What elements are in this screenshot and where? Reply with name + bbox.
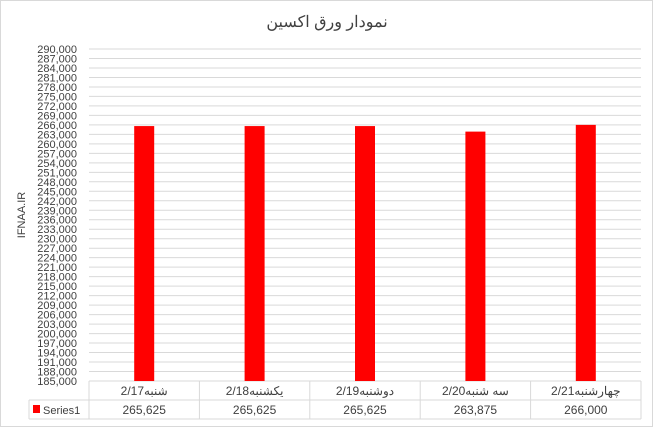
data-label: 265,625 (343, 403, 387, 417)
y-tick-label: 224,000 (37, 253, 77, 265)
bar (465, 131, 486, 381)
y-tick-label: 254,000 (37, 158, 77, 170)
x-tick-label: 2/21چهارشنبه (551, 384, 621, 398)
x-tick-label: 2/18یکشنبه (226, 384, 284, 398)
y-tick-label: 245,000 (37, 186, 77, 198)
legend-swatch (33, 405, 40, 413)
y-tick-label: 230,000 (37, 234, 77, 246)
y-tick-label: 233,000 (37, 224, 77, 236)
y-tick-label: 188,000 (37, 367, 77, 379)
y-tick-label: 227,000 (37, 243, 77, 255)
data-label: 265,625 (123, 403, 167, 417)
y-tick-label: 290,000 (37, 44, 77, 56)
y-tick-label: 194,000 (37, 348, 77, 360)
y-tick-label: 266,000 (37, 120, 77, 132)
bar (134, 126, 155, 381)
y-tick-label: 287,000 (37, 53, 77, 65)
x-tick-label: 2/20سه شنبه (442, 384, 509, 398)
y-tick-label: 269,000 (37, 110, 77, 122)
x-tick-label: 2/19دوشنبه (336, 384, 394, 398)
y-tick-label: 242,000 (37, 196, 77, 208)
y-tick-label: 191,000 (37, 357, 77, 369)
data-label: 263,875 (454, 403, 498, 417)
y-tick-label: 206,000 (37, 310, 77, 322)
x-tick-label: 2/17شنبه (121, 384, 168, 398)
bar (575, 124, 596, 381)
y-tick-label: 218,000 (37, 272, 77, 284)
y-tick-label: 257,000 (37, 148, 77, 160)
y-tick-label: 248,000 (37, 177, 77, 189)
y-tick-label: 185,000 (37, 376, 77, 388)
data-label: 265,625 (233, 403, 277, 417)
y-tick-label: 281,000 (37, 72, 77, 84)
y-tick-label: 209,000 (37, 300, 77, 312)
y-tick-label: 260,000 (37, 139, 77, 151)
legend-label: Series1 (43, 405, 80, 417)
y-tick-label: 200,000 (37, 329, 77, 341)
y-tick-label: 236,000 (37, 215, 77, 227)
y-tick-label: 221,000 (37, 262, 77, 274)
y-tick-label: 251,000 (37, 167, 77, 179)
y-tick-label: 239,000 (37, 205, 77, 217)
bar (355, 126, 375, 381)
data-label: 266,000 (564, 403, 608, 417)
bar (244, 126, 265, 381)
y-tick-label: 278,000 (37, 82, 77, 94)
y-tick-label: 197,000 (37, 338, 77, 350)
chart-title: نمودار ورق اکسین (266, 14, 387, 31)
y-tick-label: 275,000 (37, 91, 77, 103)
y-tick-label: 215,000 (37, 281, 77, 293)
y-tick-label: 272,000 (37, 101, 77, 113)
y-tick-label: 203,000 (37, 319, 77, 331)
y-tick-label: 212,000 (37, 291, 77, 303)
y-axis-label: IFNAA.IR (16, 192, 28, 239)
y-tick-label: 284,000 (37, 63, 77, 75)
y-tick-label: 263,000 (37, 129, 77, 141)
